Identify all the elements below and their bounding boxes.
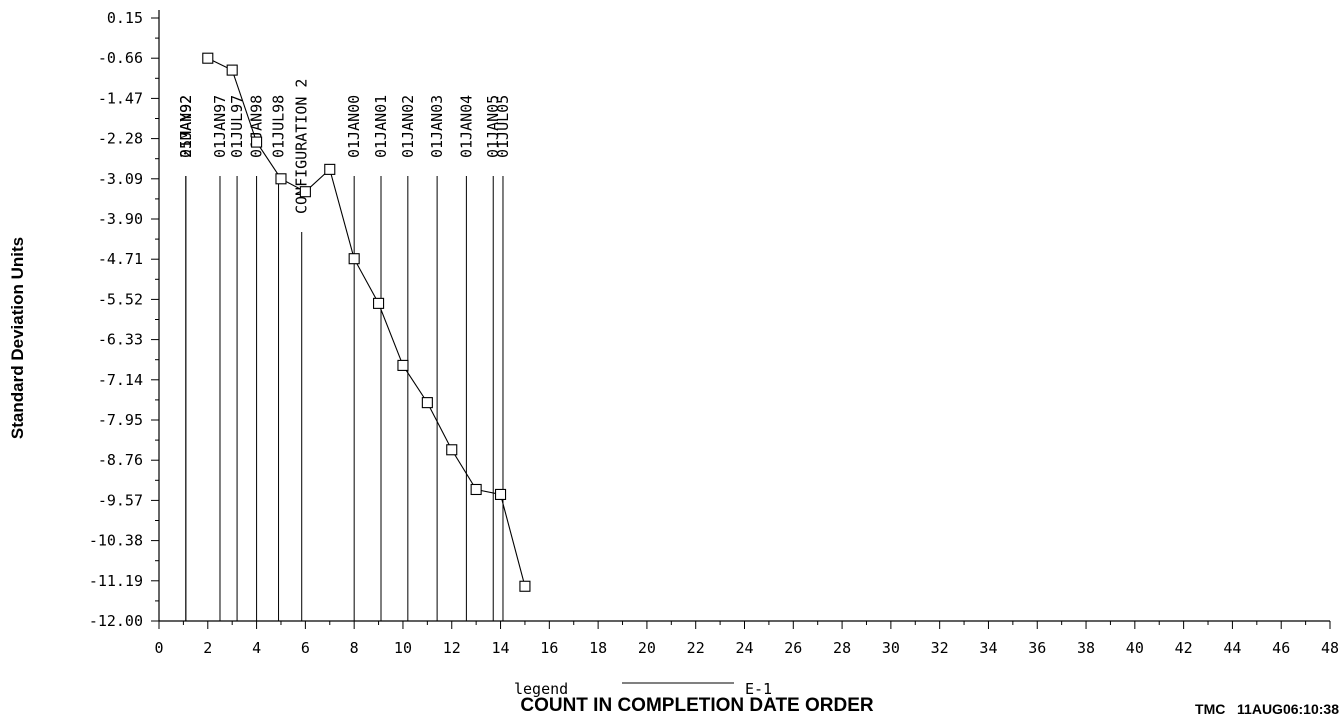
y-tick-label: -12.00 — [89, 612, 143, 630]
y-tick-label: -8.76 — [98, 451, 143, 469]
event-label: 01JAN97 — [211, 95, 229, 158]
x-tick-label: 14 — [492, 639, 510, 657]
data-point — [421, 397, 433, 409]
data-point — [397, 359, 409, 371]
event-label: 01JAN05 — [484, 95, 502, 158]
data-point — [446, 444, 458, 456]
y-tick-label: -7.95 — [98, 411, 143, 429]
y-tick-label: -10.38 — [89, 532, 143, 550]
x-tick-label: 46 — [1272, 639, 1290, 657]
series-line — [207, 57, 526, 587]
x-axis-ticks: 0 2 4 6 8 10 12 14 16 18 20 22 24 26 28 30 32 34 36 38 40 42 4… — [154, 621, 1339, 657]
x-tick-label: 32 — [931, 639, 949, 657]
x-axis-label: COUNT IN COMPLETION DATE ORDER — [520, 695, 874, 716]
x-tick-label: 40 — [1126, 639, 1144, 657]
data-point — [202, 52, 214, 64]
y-tick-label: 0.15 — [107, 9, 143, 27]
x-tick-label: 36 — [1028, 639, 1046, 657]
legend-series-name: E-1 — [745, 680, 772, 698]
x-tick-label: 26 — [784, 639, 802, 657]
event-label: 01JAN01 — [372, 95, 390, 158]
data-point — [348, 253, 360, 265]
data-point — [251, 136, 263, 148]
x-tick-label: 28 — [833, 639, 851, 657]
y-tick-label: -1.47 — [98, 89, 143, 107]
y-axis-ticks: 0.15 -0.66 -1.47 -2.28 -3.09 -3.90 -4.71 -5.52 -… — [89, 9, 159, 630]
x-tick-label: 18 — [589, 639, 607, 657]
legend-label: legend — [514, 680, 568, 698]
data-point — [226, 64, 238, 76]
x-tick-label: 22 — [687, 639, 705, 657]
data-point — [275, 173, 287, 185]
x-tick-label: 4 — [252, 639, 261, 657]
x-tick-label: 24 — [735, 639, 753, 657]
y-axis-label: Standard Deviation Units — [8, 237, 27, 439]
x-tick-label: 6 — [301, 639, 310, 657]
y-tick-label: -3.09 — [98, 170, 143, 188]
x-tick-label: 44 — [1223, 639, 1241, 657]
data-point — [494, 488, 507, 500]
data-point — [299, 186, 311, 198]
data-point — [470, 483, 482, 496]
event-label: 01JAN04 — [457, 95, 475, 158]
data-point — [519, 580, 531, 592]
event-label: 01JUL97 — [228, 95, 246, 158]
x-tick-label: 10 — [394, 639, 412, 657]
x-tick-label: 8 — [350, 639, 359, 657]
x-tick-label: 42 — [1175, 639, 1193, 657]
y-tick-label: -3.90 — [98, 210, 143, 228]
x-tick-label: 48 — [1321, 639, 1339, 657]
event-label: 01JUL98 — [270, 95, 288, 158]
event-label: 01JAN92 — [177, 95, 195, 158]
event-label: 25MAY92 — [177, 95, 195, 158]
y-tick-label: -5.52 — [98, 290, 143, 308]
event-label: CONFIGURATION 2 — [293, 79, 311, 214]
x-tick-label: 0 — [154, 639, 163, 657]
y-tick-label: -0.66 — [98, 49, 143, 67]
axes-layer — [158, 10, 1330, 622]
event-label: 01JUL05 — [494, 95, 512, 158]
event-label: 01JAN00 — [345, 95, 363, 158]
x-tick-label: 38 — [1077, 639, 1095, 657]
x-tick-label: 2 — [203, 639, 212, 657]
x-tick-label: 30 — [882, 639, 900, 657]
event-label: 01JAN02 — [399, 95, 417, 158]
series-e1 — [202, 52, 531, 592]
event-label: 01JAN03 — [428, 95, 446, 158]
data-point — [373, 297, 385, 309]
x-tick-label: 12 — [443, 639, 461, 657]
x-tick-label: 20 — [638, 639, 656, 657]
y-tick-label: -11.19 — [89, 572, 143, 590]
footer-timestamp: TMC 11AUG06:10:38 — [1195, 701, 1339, 717]
y-tick-label: -4.71 — [98, 250, 143, 268]
y-tick-label: -6.33 — [98, 331, 143, 349]
x-tick-label: 16 — [540, 639, 558, 657]
data-point — [324, 163, 336, 175]
y-tick-label: -7.14 — [98, 371, 143, 389]
x-tick-label: 34 — [979, 639, 997, 657]
event-label: 01JAN98 — [248, 95, 266, 158]
y-tick-label: -2.28 — [98, 130, 143, 148]
y-tick-label: -9.57 — [98, 491, 143, 509]
